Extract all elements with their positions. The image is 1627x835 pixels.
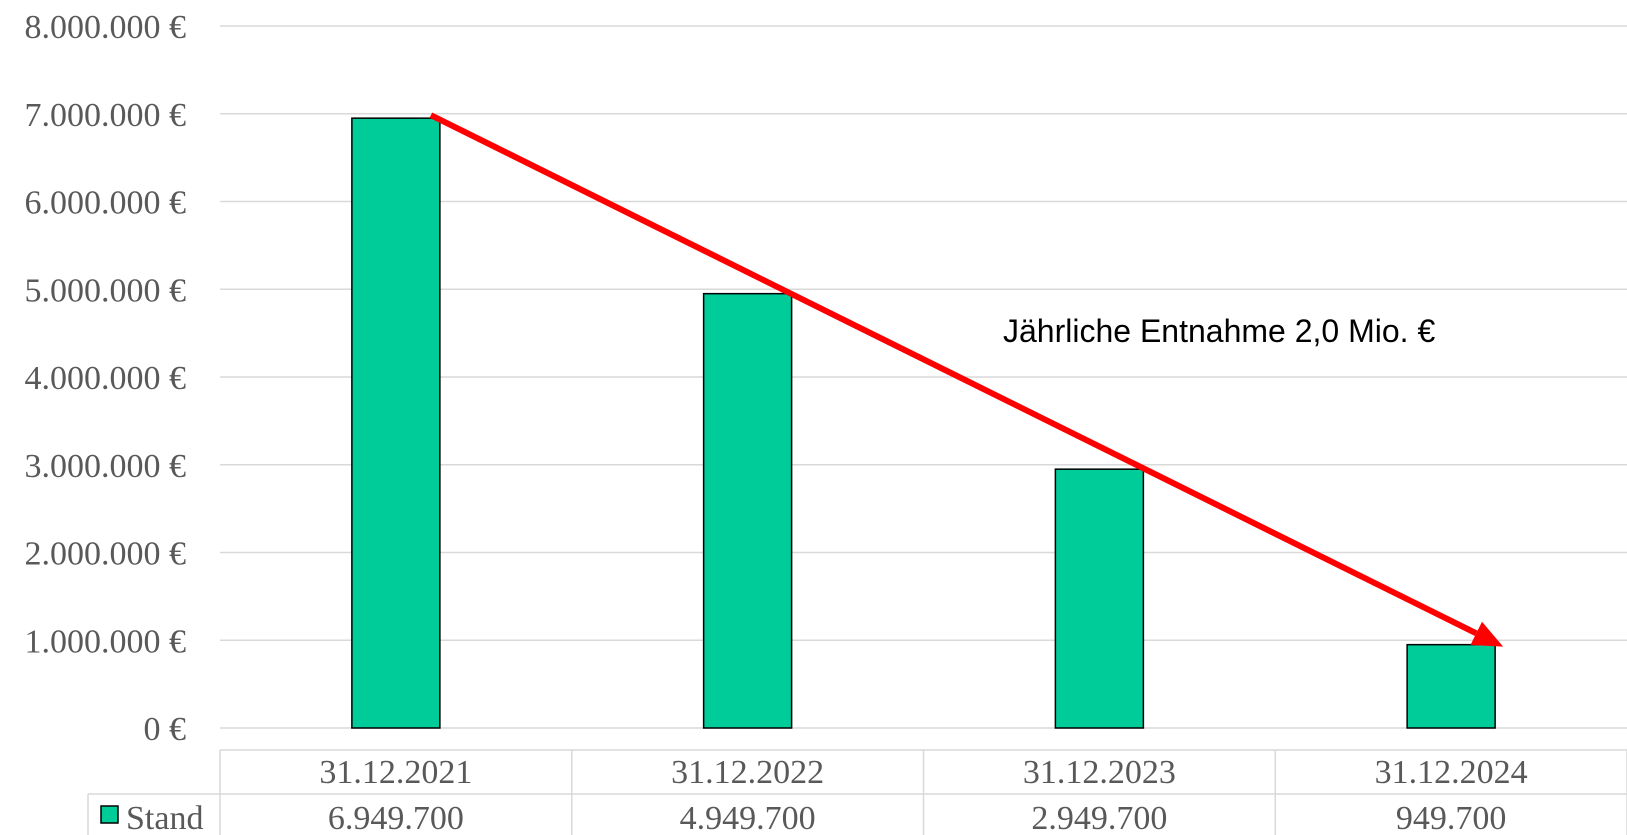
legend-label-stand: Stand bbox=[126, 800, 203, 835]
x-category-label: 31.12.2024 bbox=[1375, 754, 1528, 791]
bars bbox=[351, 117, 1496, 729]
data-table-value: 4.949.700 bbox=[680, 800, 816, 835]
y-axis-tick-labels: 0 € 1.000.000 € 2.000.000 € 3.000.000 € 4.00… bbox=[25, 9, 187, 748]
data-table-value: 6.949.700 bbox=[328, 800, 464, 835]
data-table: 31.12.2021 31.12.2022 31.12.2023 31.12.2024… bbox=[87, 749, 1627, 835]
x-category-label: 31.12.2023 bbox=[1023, 754, 1176, 791]
y-tick-label: 7.000.000 € bbox=[25, 97, 187, 134]
bar bbox=[1406, 643, 1496, 729]
arrow-line bbox=[429, 112, 1478, 637]
y-tick-label: 0 € bbox=[144, 711, 187, 748]
legend-key-stand bbox=[100, 805, 119, 824]
gridlines bbox=[220, 25, 1627, 729]
y-tick-label: 3.000.000 € bbox=[25, 448, 187, 485]
y-tick-label: 8.000.000 € bbox=[25, 9, 187, 46]
x-category-label: 31.12.2022 bbox=[671, 754, 824, 791]
bar bbox=[702, 292, 793, 729]
y-tick-label: 2.000.000 € bbox=[25, 536, 187, 573]
y-tick-label: 4.000.000 € bbox=[25, 360, 187, 397]
bar bbox=[351, 117, 441, 729]
annotation-arrow bbox=[429, 112, 1504, 647]
y-tick-label: 5.000.000 € bbox=[25, 272, 187, 309]
arrow-head bbox=[1470, 621, 1504, 647]
y-tick-label: 6.000.000 € bbox=[25, 185, 187, 222]
annotation-text: Jährliche Entnahme 2,0 Mio. € bbox=[1003, 313, 1435, 349]
bar bbox=[1054, 468, 1145, 729]
x-category-label: 31.12.2021 bbox=[319, 754, 472, 791]
y-tick-label: 1.000.000 € bbox=[25, 623, 187, 660]
data-table-value: 2.949.700 bbox=[1031, 800, 1167, 835]
data-table-value: 949.700 bbox=[1396, 800, 1507, 835]
